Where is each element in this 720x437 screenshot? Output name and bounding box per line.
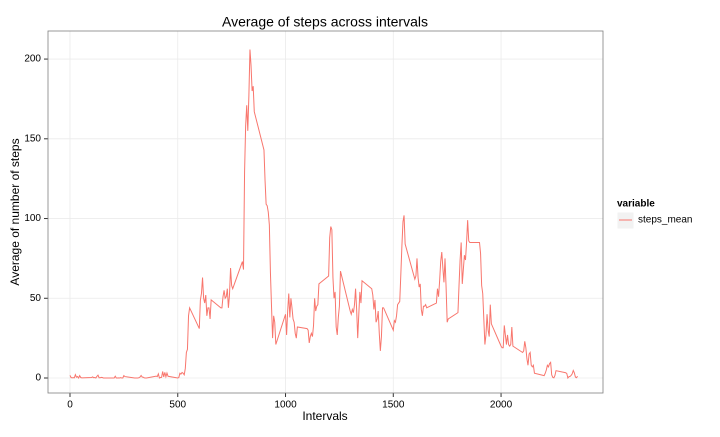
line-series [69, 49, 578, 380]
chart-title: Average of steps across intervals [222, 14, 428, 30]
y-tick-label: 0 [35, 373, 41, 384]
legend-title: variable [617, 199, 655, 210]
x-axis-title: Intervals [302, 409, 347, 423]
x-tick-label: 2000 [490, 400, 513, 411]
x-tick-label: 1000 [274, 400, 297, 411]
y-tick-label: 50 [30, 293, 42, 304]
plot-panel [48, 31, 603, 393]
y-axis-title: Average of number of steps [8, 138, 22, 285]
x-tick-label: 1500 [382, 400, 405, 411]
y-tick-label: 200 [24, 54, 41, 65]
y-tick-label: 100 [24, 213, 41, 224]
panel-border [47, 30, 604, 394]
legend-label: steps_mean [638, 215, 692, 226]
y-tick-label: 150 [24, 133, 41, 144]
x-tick-label: 0 [67, 400, 73, 411]
x-tick-label: 500 [169, 400, 186, 411]
